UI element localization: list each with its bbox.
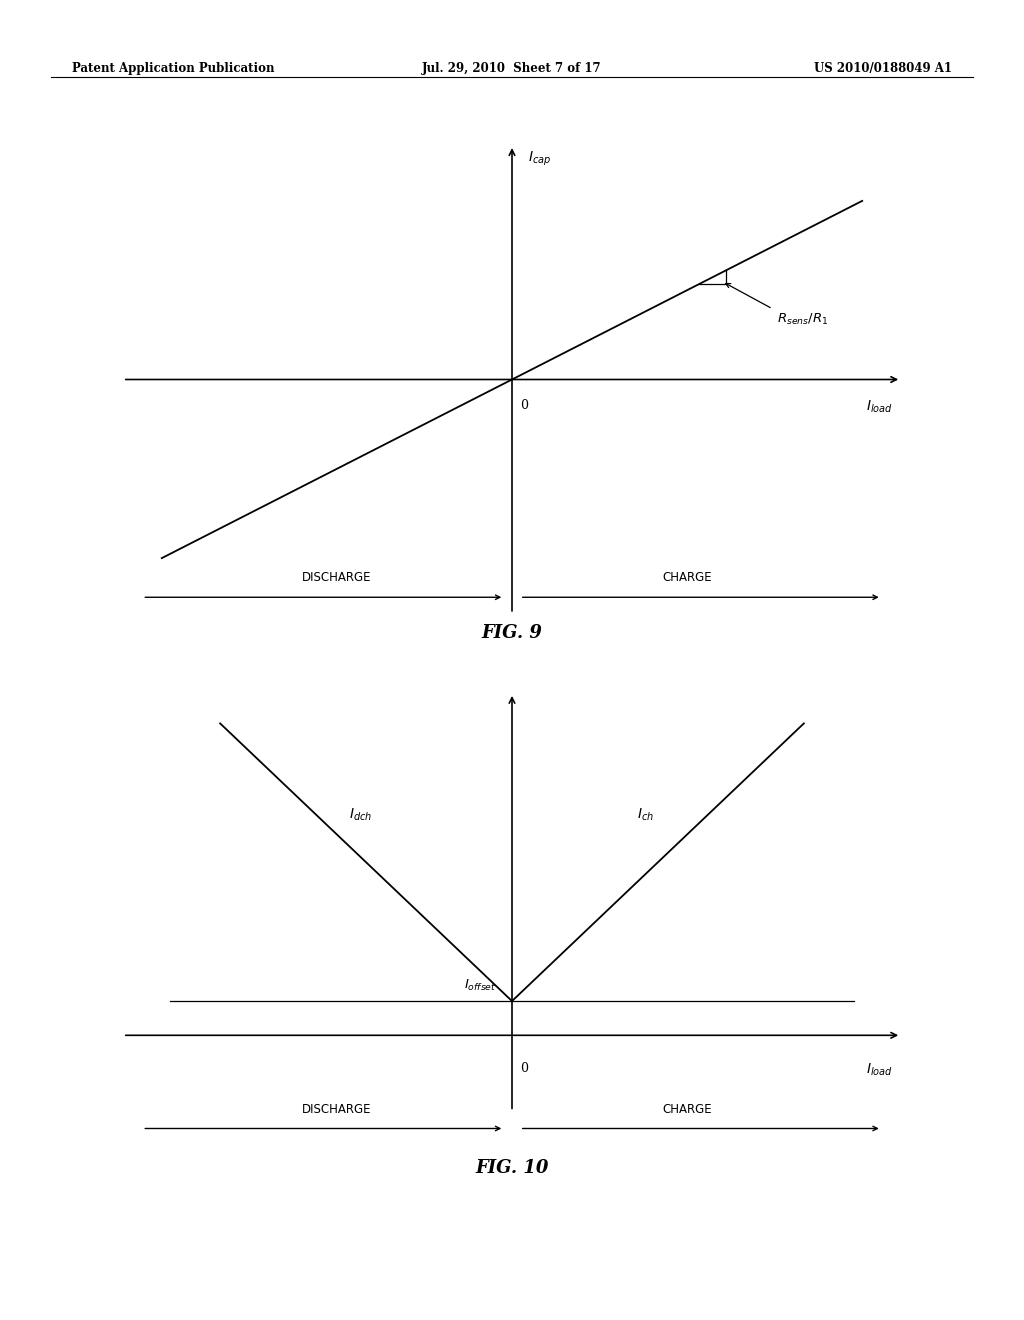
Text: FIG. 10: FIG. 10 xyxy=(475,1159,549,1177)
Text: $I_{load}$: $I_{load}$ xyxy=(866,1061,893,1078)
Text: 0: 0 xyxy=(520,399,527,412)
Text: US 2010/0188049 A1: US 2010/0188049 A1 xyxy=(814,62,952,75)
Text: 0: 0 xyxy=(520,1061,527,1074)
Text: $I_{dch}$: $I_{dch}$ xyxy=(348,807,372,822)
Text: CHARGE: CHARGE xyxy=(663,1104,712,1115)
Text: $I_{offset}$: $I_{offset}$ xyxy=(464,978,497,994)
Text: $R_{sens}/R_1$: $R_{sens}/R_1$ xyxy=(776,312,828,327)
Text: DISCHARGE: DISCHARGE xyxy=(302,572,372,585)
Text: Patent Application Publication: Patent Application Publication xyxy=(72,62,274,75)
Text: FIG. 9: FIG. 9 xyxy=(481,624,543,643)
Text: $I_{load}$: $I_{load}$ xyxy=(866,399,893,416)
Text: DISCHARGE: DISCHARGE xyxy=(302,1104,372,1115)
Text: CHARGE: CHARGE xyxy=(663,572,712,585)
Text: Jul. 29, 2010  Sheet 7 of 17: Jul. 29, 2010 Sheet 7 of 17 xyxy=(422,62,602,75)
Text: $I_{cap}$: $I_{cap}$ xyxy=(527,150,551,168)
Text: $I_{ch}$: $I_{ch}$ xyxy=(637,807,653,822)
